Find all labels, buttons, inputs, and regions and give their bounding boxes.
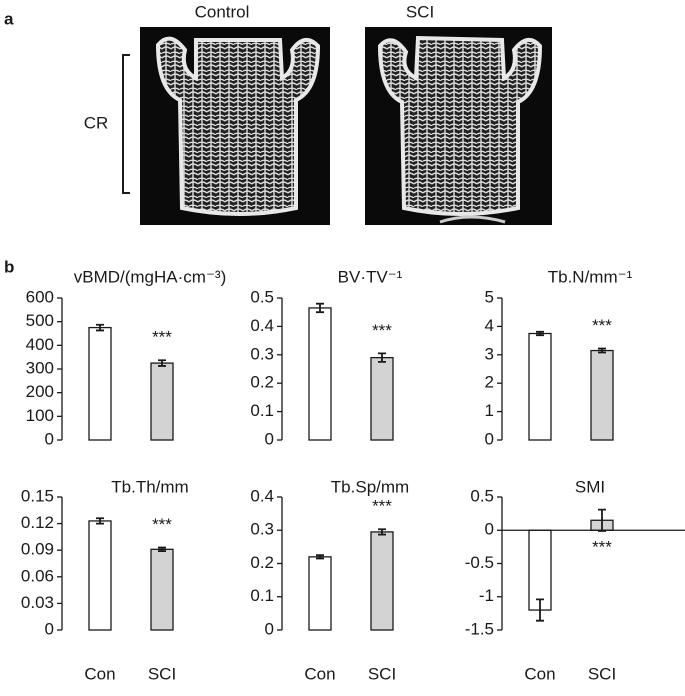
error-bar: [536, 330, 544, 337]
bar: [88, 326, 112, 441]
error-bar: [96, 323, 104, 332]
x-tick-label: SCI: [148, 664, 176, 683]
chart-title: Tb.Th/mm: [111, 477, 188, 496]
bar: [88, 520, 112, 631]
error-bar: [598, 347, 606, 354]
y-tick-label: 600: [26, 287, 54, 306]
bar: [370, 531, 394, 631]
y-tick-label: 0.2: [250, 553, 274, 572]
error-bar: [536, 598, 544, 622]
ct-image-sci: [365, 27, 552, 225]
chart-title: vBMD/(mgHA·cm⁻³): [74, 267, 227, 286]
y-tick-label: 0.03: [21, 593, 54, 612]
error-bar: [378, 352, 386, 363]
y-tick-label: 100: [26, 406, 54, 425]
y-tick-label: -0.5: [465, 553, 494, 572]
y-tick-label: 0: [265, 619, 274, 638]
y-tick-label: -1.5: [465, 619, 494, 638]
bar: [308, 556, 332, 631]
y-tick-label: 0.4: [250, 486, 274, 505]
bracket: [122, 54, 130, 194]
significance: ***: [152, 515, 172, 534]
error-bar: [598, 508, 606, 532]
significance: ***: [592, 538, 612, 557]
region-label: CR: [84, 113, 109, 132]
y-tick-label: 0.09: [21, 540, 54, 559]
error-bar: [96, 517, 104, 525]
y-tick-label: 0.15: [21, 486, 54, 505]
y-tick-label: 0: [485, 429, 494, 448]
y-tick-label: 0: [45, 619, 54, 638]
y-tick-label: 0.3: [250, 344, 274, 363]
significance: ***: [152, 328, 172, 347]
ct-image-control: [140, 27, 330, 225]
y-tick-label: 5: [485, 287, 494, 306]
y-tick-label: 0.2: [250, 373, 274, 392]
x-tick-label: SCI: [588, 664, 616, 683]
bar: [150, 548, 174, 631]
y-tick-label: 200: [26, 382, 54, 401]
y-tick-label: -1: [479, 586, 494, 605]
y-tick-label: 0.4: [250, 316, 274, 335]
y-tick-label: 0.3: [250, 520, 274, 539]
y-tick-label: 1: [485, 401, 494, 420]
significance: ***: [372, 321, 392, 340]
image-label: SCI: [406, 2, 434, 21]
y-tick-label: 4: [485, 316, 494, 335]
y-tick-label: 0.12: [21, 513, 54, 532]
image-label: Control: [195, 2, 250, 21]
panel-label: a: [4, 9, 14, 28]
bar: [528, 332, 552, 441]
error-bar: [158, 546, 166, 552]
error-bar: [316, 302, 324, 314]
y-tick-label: 0.1: [250, 401, 274, 420]
x-tick-label: Con: [304, 664, 335, 683]
panel-label: b: [4, 257, 14, 276]
y-tick-label: 0.06: [21, 566, 54, 585]
significance: ***: [592, 316, 612, 335]
chart-title: Tb.Sp/mm: [331, 477, 409, 496]
y-tick-label: 0.1: [250, 586, 274, 605]
chart-title: SMI: [575, 477, 605, 496]
y-tick-label: 0: [45, 429, 54, 448]
y-tick-label: 400: [26, 335, 54, 354]
y-tick-label: 0.5: [470, 486, 494, 505]
chart-title: Tb.N/mm⁻¹: [548, 267, 633, 286]
chart-title: BV·TV⁻¹: [338, 267, 403, 286]
x-tick-label: Con: [84, 664, 115, 683]
y-tick-label: 500: [26, 311, 54, 330]
significance: ***: [372, 497, 392, 516]
y-tick-label: 300: [26, 358, 54, 377]
error-bar: [158, 359, 166, 367]
y-tick-label: 0.5: [250, 287, 274, 306]
y-tick-label: 0: [485, 520, 494, 539]
bar: [370, 356, 394, 441]
error-bar: [378, 528, 386, 536]
bar: [150, 362, 174, 441]
bar: [308, 307, 332, 441]
bar: [528, 529, 552, 611]
y-tick-label: 3: [485, 344, 494, 363]
y-tick-label: 2: [485, 373, 494, 392]
bar: [590, 349, 614, 441]
y-tick-label: 0: [265, 429, 274, 448]
x-tick-label: SCI: [368, 664, 396, 683]
error-bar: [316, 554, 324, 560]
x-tick-label: Con: [524, 664, 555, 683]
